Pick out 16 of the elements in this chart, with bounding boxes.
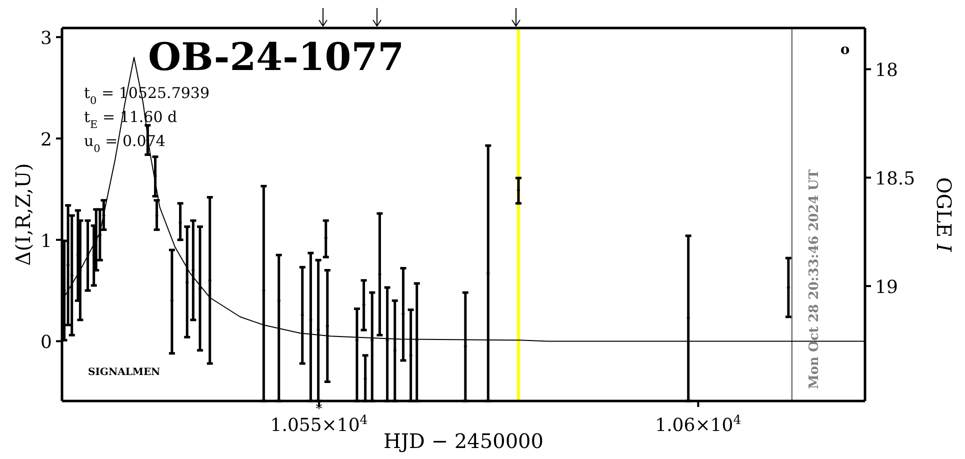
y2-tick-label: 18.5 xyxy=(875,168,916,190)
x-tick-label: 1.055×10$^{4}$ xyxy=(270,412,368,436)
y2-tick-label: 18 xyxy=(875,60,898,82)
y-tick-label: 3 xyxy=(40,28,52,50)
x-axis-title: HJD − 2450000 xyxy=(383,429,544,453)
y-tick-label: 1 xyxy=(40,230,52,252)
annotation: SIGNALMEN xyxy=(88,367,160,378)
x-tick-label: 1.06×10$^{4}$ xyxy=(655,412,742,436)
annotation: o xyxy=(840,42,850,58)
y-tick-label: 2 xyxy=(40,129,52,150)
y2-axis-title: OGLE I xyxy=(932,177,956,253)
y-axis-title: Δ(I,R,Z,U) xyxy=(11,163,35,266)
y2-tick-label: 19 xyxy=(875,277,898,298)
chart-title: OB-24-1077 xyxy=(148,34,404,79)
y-tick-label: 0 xyxy=(40,332,52,354)
annotation: Mon Oct 28 20:33:46 2024 UT xyxy=(807,169,822,389)
